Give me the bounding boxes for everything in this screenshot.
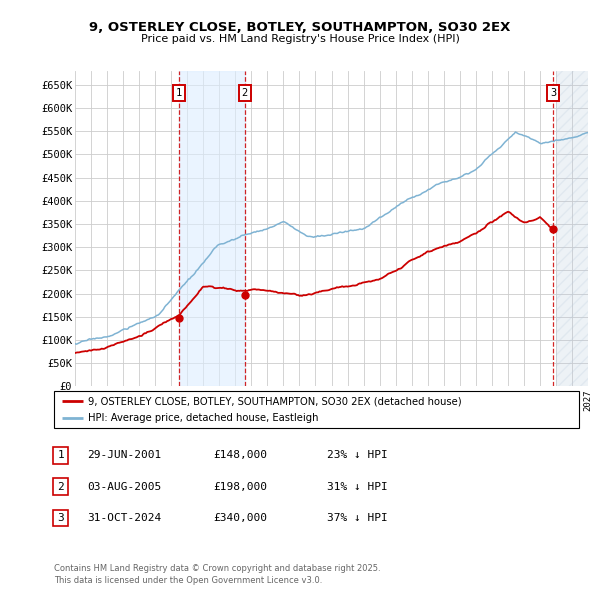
Bar: [556, 71, 588, 386]
Text: 37% ↓ HPI: 37% ↓ HPI: [327, 513, 388, 523]
FancyBboxPatch shape: [53, 478, 68, 495]
FancyBboxPatch shape: [53, 510, 68, 526]
Text: HPI: Average price, detached house, Eastleigh: HPI: Average price, detached house, East…: [88, 413, 319, 423]
Bar: [179, 71, 245, 386]
Text: 2: 2: [242, 88, 248, 98]
Text: 1: 1: [176, 88, 182, 98]
Text: Contains HM Land Registry data © Crown copyright and database right 2025.
This d: Contains HM Land Registry data © Crown c…: [54, 565, 380, 585]
Text: £148,000: £148,000: [213, 451, 267, 460]
FancyBboxPatch shape: [54, 391, 579, 428]
Text: 3: 3: [57, 513, 64, 523]
Text: 9, OSTERLEY CLOSE, BOTLEY, SOUTHAMPTON, SO30 2EX: 9, OSTERLEY CLOSE, BOTLEY, SOUTHAMPTON, …: [89, 21, 511, 34]
Text: 1: 1: [57, 451, 64, 460]
Text: £340,000: £340,000: [213, 513, 267, 523]
Text: Price paid vs. HM Land Registry's House Price Index (HPI): Price paid vs. HM Land Registry's House …: [140, 34, 460, 44]
Text: 2: 2: [57, 482, 64, 491]
Text: 23% ↓ HPI: 23% ↓ HPI: [327, 451, 388, 460]
FancyBboxPatch shape: [53, 447, 68, 464]
Text: 9, OSTERLEY CLOSE, BOTLEY, SOUTHAMPTON, SO30 2EX (detached house): 9, OSTERLEY CLOSE, BOTLEY, SOUTHAMPTON, …: [88, 396, 462, 406]
Text: 31-OCT-2024: 31-OCT-2024: [87, 513, 161, 523]
Text: £198,000: £198,000: [213, 482, 267, 491]
Text: 03-AUG-2005: 03-AUG-2005: [87, 482, 161, 491]
Text: 31% ↓ HPI: 31% ↓ HPI: [327, 482, 388, 491]
Text: 3: 3: [550, 88, 556, 98]
Text: 29-JUN-2001: 29-JUN-2001: [87, 451, 161, 460]
